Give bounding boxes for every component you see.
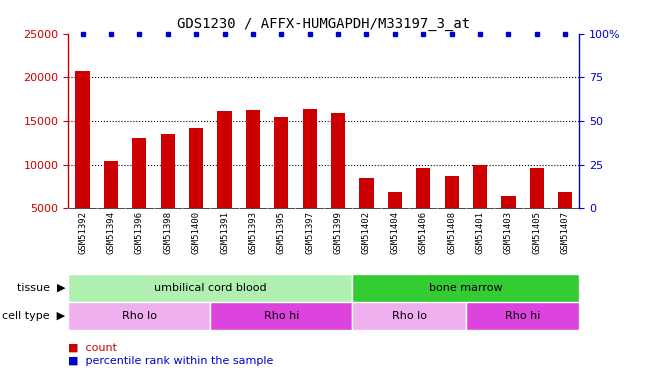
Bar [68, 274, 352, 302]
Text: GSM51391: GSM51391 [220, 211, 229, 254]
Text: tissue  ▶: tissue ▶ [16, 283, 65, 293]
Text: GSM51392: GSM51392 [78, 211, 87, 254]
Text: GSM51402: GSM51402 [362, 211, 371, 254]
Bar [274, 117, 288, 208]
Text: GSM51394: GSM51394 [107, 211, 115, 254]
Text: GSM51396: GSM51396 [135, 211, 144, 254]
Text: GSM51401: GSM51401 [475, 211, 484, 254]
Text: GSM51406: GSM51406 [419, 211, 428, 254]
Text: umbilical cord blood: umbilical cord blood [154, 283, 267, 293]
Text: GSM51395: GSM51395 [277, 211, 286, 254]
Text: GSM51393: GSM51393 [249, 211, 257, 254]
Text: GSM51400: GSM51400 [191, 211, 201, 254]
Text: GSM51408: GSM51408 [447, 211, 456, 254]
Bar [501, 196, 516, 208]
Bar [416, 168, 430, 208]
Text: Rho hi: Rho hi [264, 311, 299, 321]
Text: GSM51405: GSM51405 [533, 211, 541, 254]
Bar [132, 138, 146, 208]
Bar [359, 178, 374, 208]
Text: ■  percentile rank within the sample: ■ percentile rank within the sample [68, 356, 273, 366]
Text: ■  count: ■ count [68, 343, 117, 353]
Bar [352, 274, 579, 302]
Bar [189, 128, 203, 208]
Text: GSM51404: GSM51404 [391, 211, 399, 254]
Bar [331, 113, 345, 208]
Text: Rho lo: Rho lo [122, 311, 157, 321]
Text: bone marrow: bone marrow [429, 283, 503, 293]
Text: GSM51407: GSM51407 [561, 211, 570, 254]
Bar [246, 110, 260, 208]
Text: cell type  ▶: cell type ▶ [2, 311, 65, 321]
Bar [466, 302, 579, 330]
Bar [303, 109, 317, 208]
Bar [104, 161, 118, 208]
Title: GDS1230 / AFFX-HUMGAPDH/M33197_3_at: GDS1230 / AFFX-HUMGAPDH/M33197_3_at [177, 17, 471, 32]
Text: Rho hi: Rho hi [505, 311, 540, 321]
Text: GSM51398: GSM51398 [163, 211, 173, 254]
Bar [76, 71, 90, 208]
Bar [445, 176, 459, 208]
Bar [558, 192, 572, 208]
Bar [210, 302, 352, 330]
Bar [530, 168, 544, 208]
Bar [388, 192, 402, 208]
Bar [161, 134, 175, 208]
Bar [217, 111, 232, 208]
Bar [352, 302, 466, 330]
Text: Rho lo: Rho lo [391, 311, 426, 321]
Bar [68, 302, 210, 330]
Text: GSM51399: GSM51399 [333, 211, 342, 254]
Text: GSM51403: GSM51403 [504, 211, 513, 254]
Bar [473, 165, 487, 208]
Text: GSM51397: GSM51397 [305, 211, 314, 254]
